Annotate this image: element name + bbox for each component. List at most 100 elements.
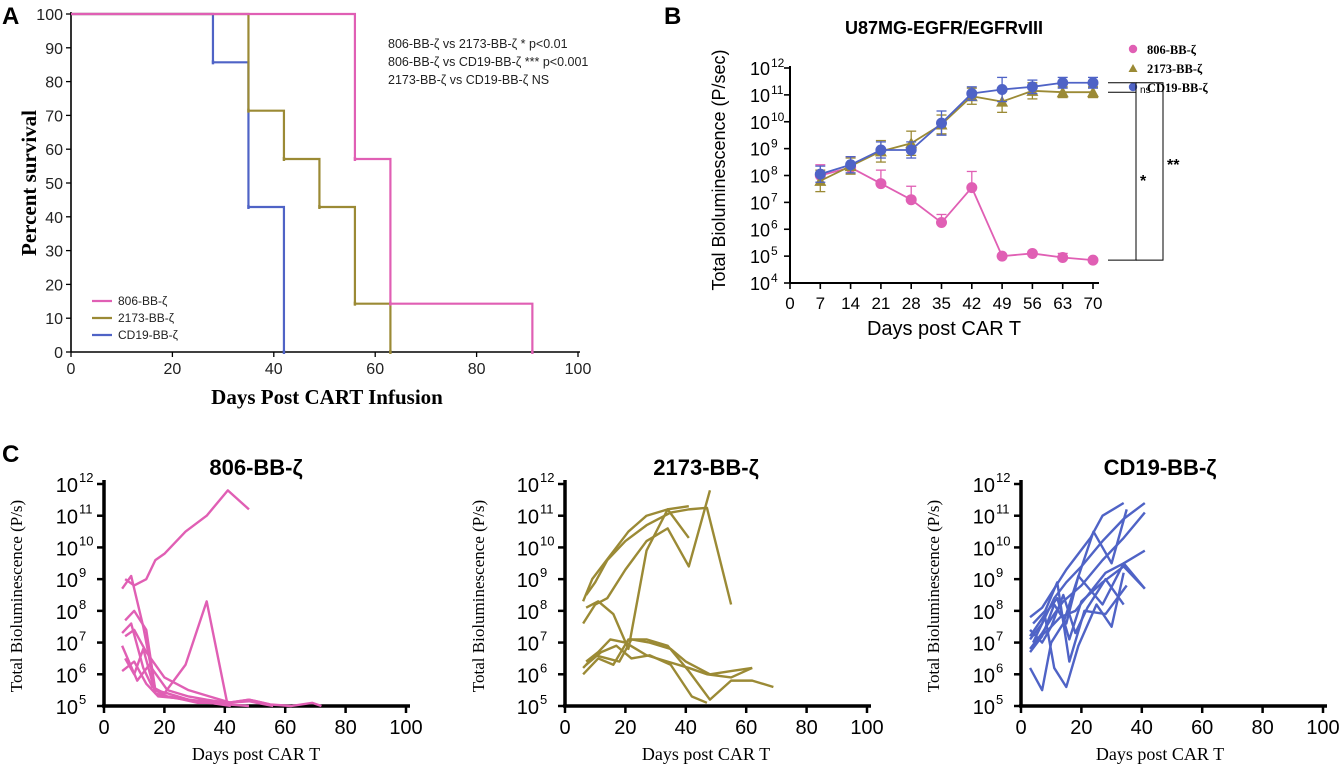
survival-censor-mark — [282, 157, 286, 162]
mean-point — [1057, 77, 1069, 89]
c2-ytick-label: 10 — [517, 507, 539, 529]
mean-legend-label: 2173-BB-ζ — [1147, 62, 1203, 76]
c1-ytick-label: 10 — [56, 665, 78, 687]
c1-xtick-label: 80 — [334, 717, 356, 739]
survival-ytick-label: 60 — [45, 142, 63, 159]
c1-ytick-label: 10 — [56, 634, 78, 656]
c3-ytick-exp: 9 — [996, 565, 1003, 580]
c1-xtick-label: 20 — [153, 717, 175, 739]
survival-legend-label: CD19-BB-ζ — [118, 328, 179, 342]
mean-xtick-label: 14 — [841, 294, 860, 313]
mean-point — [814, 168, 826, 180]
c3-mouse-line-4 — [1029, 549, 1146, 653]
c2-xlabel: Days post CAR T — [642, 744, 770, 764]
c2-mouse-line-1 — [585, 506, 733, 605]
mean-chart-xlabel: Days post CAR T — [867, 318, 1021, 340]
c2-title: 2173-BB-ζ — [653, 455, 759, 480]
survival-ytick-label: 40 — [45, 210, 63, 227]
c2-xtick-label: 0 — [559, 717, 570, 739]
mean-point — [996, 84, 1008, 95]
mean-legend-marker — [1128, 44, 1138, 54]
c3-ytick-exp: 12 — [996, 470, 1010, 485]
c1-ytick-label: 10 — [56, 570, 78, 592]
survival-censor-mark — [353, 301, 357, 306]
c2-ytick-exp: 10 — [540, 533, 554, 548]
survival-censor-mark — [247, 108, 250, 113]
c1-xtick-label: 100 — [389, 717, 422, 739]
mean-ytick-exp: 11 — [771, 83, 784, 97]
c3-mouse-line-5 — [1032, 581, 1128, 663]
mean-point — [1087, 77, 1099, 89]
mean-series-line-0 — [820, 166, 1094, 262]
c2-ytick-label: 10 — [517, 602, 539, 624]
c2-ytick-label: 10 — [517, 697, 539, 719]
survival-ytick-label: 70 — [45, 108, 63, 125]
c3-ytick-exp: 7 — [996, 629, 1003, 644]
mean-legend-label: CD19-BB-ζ — [1147, 81, 1209, 95]
survival-censor-mark — [318, 204, 321, 209]
c3-title: CD19-BB-ζ — [1104, 455, 1217, 480]
c1-mouse-line-7 — [121, 645, 274, 708]
c3-ytick-label: 10 — [973, 602, 995, 624]
survival-xtick-label: 80 — [468, 361, 486, 378]
c3-mouse-line-0 — [1029, 501, 1125, 619]
mean-point — [1056, 86, 1069, 98]
mean-ytick-exp: 12 — [771, 56, 785, 70]
mean-legend-marker — [1128, 64, 1138, 72]
mean-point — [936, 117, 947, 129]
mean-ytick-label: 10 — [750, 247, 770, 267]
c3-ylabel: Total Bioluminescence (P/s) — [924, 500, 943, 692]
survival-curve-0 — [71, 12, 534, 352]
mean-ytick-label: 10 — [750, 220, 770, 240]
panel-label-a: A — [2, 3, 19, 30]
mean-point — [875, 144, 887, 156]
survival-censor-mark — [211, 60, 215, 65]
c1-mouse-line-5 — [121, 660, 322, 708]
c1-ytick-exp: 8 — [79, 597, 86, 612]
mean-ytick-exp: 7 — [771, 190, 778, 204]
c2-mouse-line-6 — [582, 638, 774, 701]
mean-series-line-1 — [819, 89, 1093, 182]
survival-xtick-label: 100 — [565, 361, 592, 378]
c1-ytick-exp: 5 — [79, 692, 86, 707]
c1-ytick-label: 10 — [56, 697, 78, 719]
c3-ytick-label: 10 — [973, 634, 995, 656]
survival-censor-mark — [389, 350, 392, 354]
mean-xtick-label: 0 — [785, 294, 794, 313]
c1-ytick-exp: 11 — [79, 502, 93, 517]
survival-ytick-label: 50 — [45, 176, 63, 193]
survival-chart: 806-BB-ζ vs 2173-BB-ζ * p<0.01 806-BB-ζ … — [17, 7, 591, 409]
mean-legend-label: 806-BB-ζ — [1147, 43, 1197, 57]
c3-mouse-line-6 — [1029, 509, 1128, 692]
mean-xtick-label: 42 — [962, 294, 981, 313]
c1-ytick-exp: 9 — [79, 565, 86, 580]
c1-ytick-exp: 12 — [79, 470, 93, 485]
c2-ytick-exp: 11 — [540, 502, 554, 517]
survival-legend-label: 2173-BB-ζ — [118, 311, 175, 325]
survival-annotation-2: 806-BB-ζ vs CD19-BB-ζ *** p<0.001 — [388, 55, 588, 69]
survival-ytick-label: 10 — [45, 311, 63, 328]
survival-censor-mark — [247, 204, 250, 209]
survival-xtick-label: 60 — [366, 361, 384, 378]
c3-xtick-label: 100 — [1306, 717, 1339, 739]
c3-ytick-label: 10 — [973, 665, 995, 687]
survival-xtick-label: 20 — [164, 361, 182, 378]
mean-xtick-label: 63 — [1053, 294, 1072, 313]
mean-point — [1087, 86, 1099, 98]
mean-point — [845, 159, 857, 171]
c1-xlabel: Days post CAR T — [192, 744, 320, 764]
survival-censor-mark — [531, 350, 534, 354]
mean-point — [1026, 247, 1038, 259]
survival-ylabel: Percent survival — [17, 110, 41, 256]
c2-mouse-line-0 — [582, 505, 689, 602]
c3-xtick-label: 60 — [1191, 717, 1213, 739]
mean-point — [966, 182, 978, 194]
c2-ylabel: Total Bioluminescence (P/s) — [469, 500, 488, 692]
mean-point — [1087, 254, 1099, 266]
survival-xtick-label: 0 — [67, 361, 76, 378]
survival-legend-label: 806-BB-ζ — [118, 294, 168, 308]
c3-xlabel: Days post CAR T — [1096, 744, 1224, 764]
mean-point — [905, 144, 917, 156]
c2-mouse-line-7 — [585, 644, 708, 704]
c3-ytick-exp: 11 — [996, 502, 1010, 517]
